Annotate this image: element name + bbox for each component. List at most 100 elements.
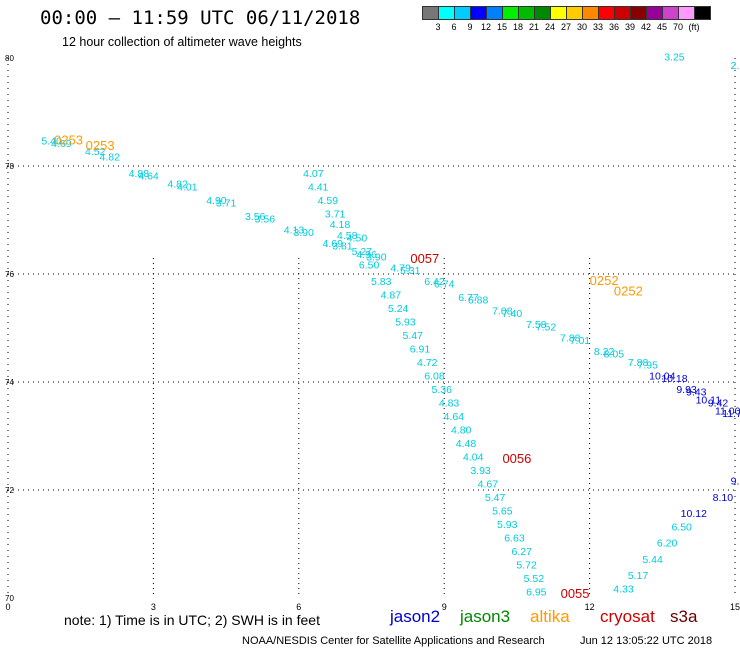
x-tick-label: 12 bbox=[585, 602, 595, 612]
color-scale-label: 15 bbox=[496, 22, 508, 32]
color-scale-label: 24 bbox=[544, 22, 556, 32]
mission-legend-cryosat: cryosat bbox=[600, 607, 655, 626]
data-point-label: 4.69 bbox=[323, 238, 344, 250]
data-point-label: 4.07 bbox=[303, 168, 324, 180]
footer-note: note: 1) Time is in UTC; 2) SWH is in fe… bbox=[64, 612, 320, 628]
data-point-label: 6.74 bbox=[434, 279, 455, 291]
data-point-label: 6.08 bbox=[424, 370, 445, 382]
data-point-label: 6.50 bbox=[359, 260, 380, 272]
data-point-label: 3.56 bbox=[245, 211, 266, 223]
data-point-label: 5.24 bbox=[388, 303, 409, 315]
data-point-label: 6.42 bbox=[424, 276, 445, 288]
data-point-label: 9.42 bbox=[708, 397, 729, 409]
color-scale-label: 45 bbox=[656, 22, 668, 32]
color-scale-swatch bbox=[694, 6, 711, 20]
data-point-label: 6.63 bbox=[504, 532, 525, 544]
data-point-label: 4.58 bbox=[337, 230, 358, 242]
data-point-label: 5.93 bbox=[395, 316, 416, 328]
data-point-label: 4.18 bbox=[330, 219, 351, 231]
data-point-label: 3.56 bbox=[255, 214, 276, 226]
data-point-label: 2. bbox=[731, 60, 740, 72]
timestamp: Jun 12 13:05:22 UTC 2018 bbox=[580, 635, 713, 647]
data-point-label: 5.31 bbox=[400, 265, 421, 277]
data-point-label: 6.88 bbox=[468, 295, 489, 307]
data-point-label: 4.48 bbox=[456, 438, 477, 450]
data-point-label: 4.41 bbox=[308, 181, 329, 193]
data-point-label: 7.40 bbox=[502, 308, 523, 320]
data-point-label: 5.36 bbox=[432, 384, 453, 396]
data-point-label: 6.95 bbox=[526, 586, 547, 598]
data-point-label: 4.01 bbox=[177, 181, 198, 193]
data-point-label: 5.47 bbox=[485, 492, 506, 504]
x-tick-label: 9 bbox=[442, 602, 447, 612]
color-scale-label: 30 bbox=[576, 22, 588, 32]
data-point-label: 3.71 bbox=[216, 198, 237, 210]
data-point-label: 4.59 bbox=[318, 195, 339, 207]
color-scale-labels: 3 6 9 12 15 18 21 24 27 30 33 36 39 42 45 70 (ft) bbox=[422, 22, 740, 34]
mission-legend-jason3: jason3 bbox=[460, 607, 511, 626]
data-point-label: 7.58 bbox=[526, 319, 547, 331]
color-scale-label: 27 bbox=[560, 22, 572, 32]
color-scale bbox=[422, 6, 711, 20]
color-scale-label: 6 bbox=[451, 22, 457, 32]
color-scale-label: (ft) bbox=[688, 22, 700, 32]
data-point-label: 8.10 bbox=[713, 492, 734, 504]
color-scale-label: 12 bbox=[480, 22, 492, 32]
color-scale-label: 21 bbox=[528, 22, 540, 32]
x-tick-label: 3 bbox=[151, 602, 156, 612]
data-point-label: 3.81 bbox=[332, 241, 353, 253]
data-point-label: 4.90 bbox=[206, 195, 227, 207]
data-point-label: 6.77 bbox=[458, 292, 479, 304]
data-point-label: 6.27 bbox=[512, 546, 533, 558]
data-point-label: 4.82 bbox=[100, 152, 121, 164]
color-scale-label: 42 bbox=[640, 22, 652, 32]
data-point-label: 3.90 bbox=[366, 252, 387, 264]
color-scale-label: 36 bbox=[608, 22, 620, 32]
data-point-label: 10.18 bbox=[661, 373, 687, 385]
data-point-label: 4.88 bbox=[129, 168, 150, 180]
color-scale-label: 9 bbox=[467, 22, 473, 32]
data-point-label: 9. bbox=[731, 476, 740, 488]
data-point-label: 5.83 bbox=[371, 276, 392, 288]
data-point-label: 9.43 bbox=[686, 387, 707, 399]
data-point-label: 10.04 bbox=[649, 370, 675, 382]
data-point-label: 3.25 bbox=[664, 52, 685, 64]
data-point-label: 6.50 bbox=[671, 522, 692, 534]
credit: NOAA/NESDIS Center for Satellite Applica… bbox=[242, 635, 545, 647]
y-tick-label: 70 bbox=[5, 594, 14, 603]
color-scale-label: 18 bbox=[512, 22, 524, 32]
data-point-label: 5.47 bbox=[402, 330, 423, 342]
data-point-label: 4.72 bbox=[417, 357, 438, 369]
mission-legend-altika: altika bbox=[530, 607, 570, 626]
data-point-label: 5.72 bbox=[516, 559, 537, 571]
x-tick-label: 15 bbox=[730, 602, 740, 612]
data-point-label: 3.93 bbox=[470, 465, 491, 477]
data-point-label: 5.65 bbox=[492, 505, 513, 517]
pass-time-label: 0056 bbox=[502, 451, 531, 466]
color-scale-label: 3 bbox=[435, 22, 441, 32]
pass-time-label: 0253 bbox=[86, 138, 115, 153]
data-point-label: 4.33 bbox=[613, 584, 634, 596]
data-point-label: 7.95 bbox=[638, 360, 659, 372]
y-tick-label: 76 bbox=[5, 270, 14, 279]
x-tick-label: 0 bbox=[5, 602, 10, 612]
y-tick-label: 80 bbox=[5, 54, 14, 63]
data-point-label: 4.13 bbox=[284, 225, 305, 237]
data-point-label: 7.01 bbox=[570, 335, 591, 347]
data-point-label: 6.20 bbox=[657, 538, 678, 550]
y-tick-label: 74 bbox=[5, 378, 14, 387]
data-point-label: 4.80 bbox=[451, 424, 472, 436]
color-scale-label: 70 bbox=[672, 22, 684, 32]
chart-subtitle: 12 hour collection of altimeter wave hei… bbox=[62, 35, 302, 49]
mission-legend-s3a: s3a bbox=[670, 607, 698, 626]
data-point-label: 11.76 bbox=[722, 408, 740, 420]
pass-time-label: 0057 bbox=[410, 251, 439, 266]
data-point-label: 4.82 bbox=[167, 179, 188, 191]
pass-time-label: 0055 bbox=[561, 586, 590, 601]
data-point-label: 5.17 bbox=[628, 570, 649, 582]
data-point-label: 6.91 bbox=[410, 343, 431, 355]
y-tick-label: 78 bbox=[5, 162, 14, 171]
data-point-label: 7.88 bbox=[628, 357, 649, 369]
data-point-label: 7.52 bbox=[536, 322, 557, 334]
